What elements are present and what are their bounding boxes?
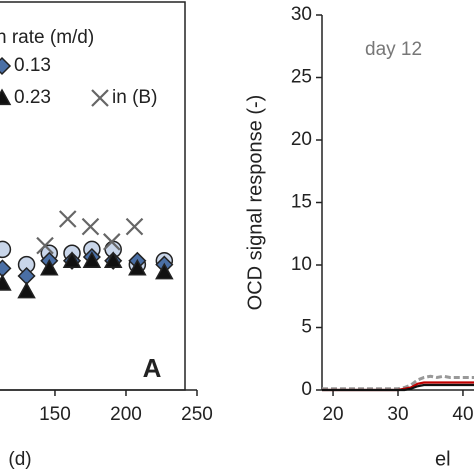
marker — [81, 217, 100, 236]
legend-label: 0.23 — [14, 87, 51, 108]
marker — [0, 274, 12, 291]
marker — [0, 56, 12, 76]
marker — [0, 88, 12, 106]
y-tick-label: 15 — [291, 192, 312, 213]
panel-label: A — [143, 353, 162, 383]
marker — [58, 210, 77, 228]
marker — [36, 236, 54, 255]
marker — [82, 251, 102, 268]
y-tick-label: 25 — [291, 67, 312, 88]
legend-label: in (B) — [112, 87, 157, 108]
data-line — [322, 383, 474, 392]
x-axis-label: el — [435, 448, 451, 470]
data-line — [322, 381, 474, 392]
marker — [40, 258, 59, 276]
marker — [91, 89, 109, 107]
x-axis-label: (d) — [8, 449, 31, 470]
x-tick-label: 200 — [110, 404, 142, 425]
marker — [125, 217, 144, 236]
y-tick-label: 20 — [291, 129, 312, 150]
legend-label: 0.13 — [14, 55, 51, 76]
marker — [155, 262, 174, 280]
marker — [0, 240, 12, 259]
marker — [17, 281, 36, 299]
legend-title: n rate (m/d) — [0, 27, 94, 48]
x-tick-label: 150 — [39, 404, 71, 425]
y-tick-label: 10 — [291, 254, 312, 275]
marker — [103, 233, 121, 251]
marker — [128, 258, 147, 276]
marker — [0, 259, 12, 278]
annotation: day 12 — [365, 39, 422, 60]
marker — [103, 251, 123, 268]
x-tick-label: 250 — [181, 404, 213, 425]
marker — [62, 251, 82, 268]
x-tick-label: 30 — [387, 404, 408, 425]
x-tick-label: 20 — [322, 404, 343, 425]
y-axis-label: OCD signal response (-) — [244, 95, 266, 311]
x-tick-label: 40 — [452, 404, 473, 425]
y-tick-label: 5 — [301, 317, 312, 338]
y-tick-label: 0 — [301, 379, 312, 400]
y-tick-label: 30 — [291, 4, 312, 25]
data-line — [322, 374, 474, 391]
